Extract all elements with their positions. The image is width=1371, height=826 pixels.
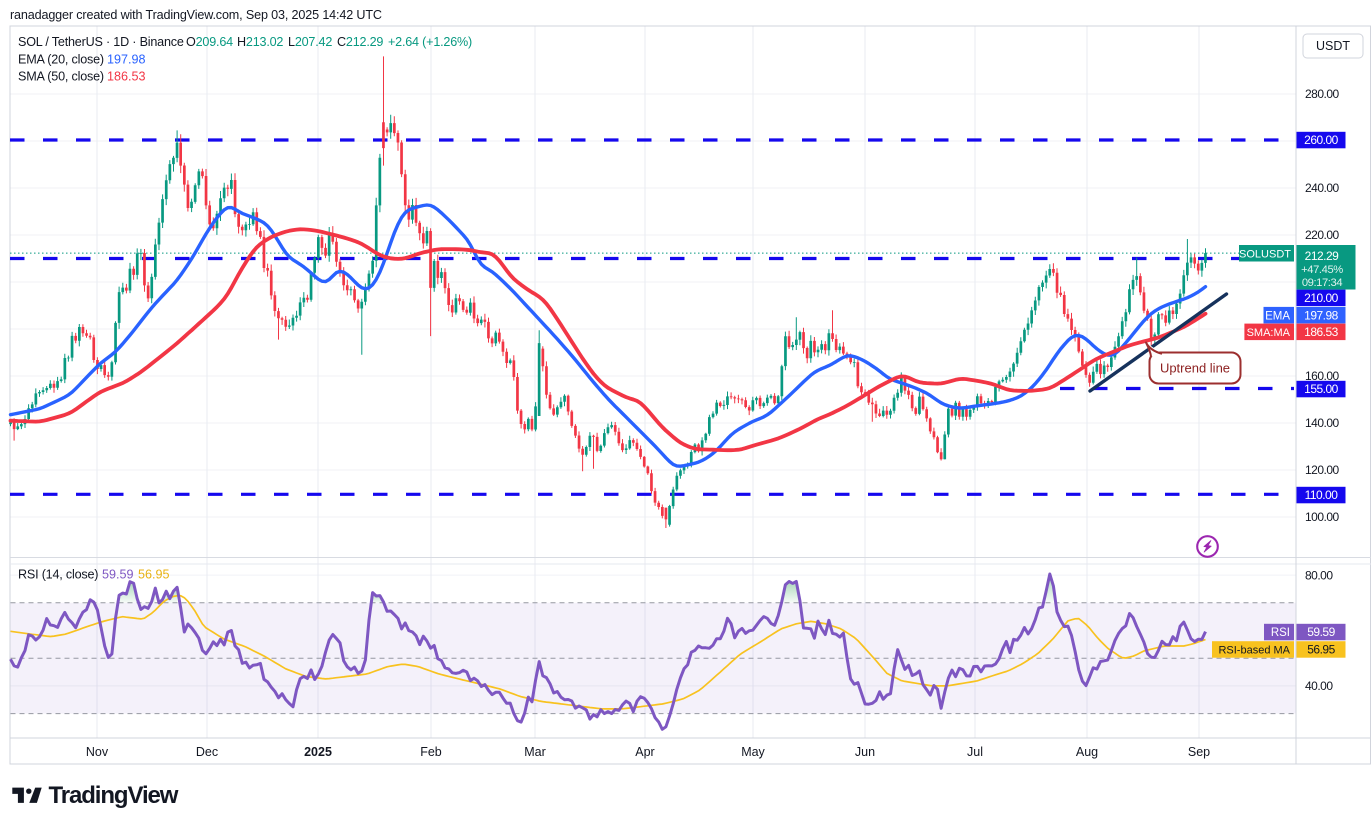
svg-text:SMA:MA: SMA:MA — [1247, 327, 1291, 339]
svg-text:2025: 2025 — [304, 745, 332, 759]
svg-text:120.00: 120.00 — [1305, 463, 1340, 477]
svg-text:197.98: 197.98 — [107, 53, 146, 67]
svg-text:59.59: 59.59 — [1307, 625, 1335, 639]
svg-text:186.53: 186.53 — [107, 70, 146, 84]
svg-text:Jun: Jun — [855, 745, 875, 759]
svg-text:56.95: 56.95 — [138, 568, 170, 582]
svg-text:Nov: Nov — [86, 745, 109, 759]
svg-text:59.59: 59.59 — [102, 568, 134, 582]
svg-text:280.00: 280.00 — [1305, 87, 1340, 101]
svg-text:56.95: 56.95 — [1307, 643, 1335, 657]
svg-text:40.00: 40.00 — [1305, 679, 1333, 693]
svg-text:RSI (14, close): RSI (14, close) — [18, 568, 98, 582]
svg-text:H213.02: H213.02 — [237, 35, 283, 49]
svg-text:155.00: 155.00 — [1304, 382, 1339, 396]
svg-text:80.00: 80.00 — [1305, 568, 1333, 582]
svg-text:Jul: Jul — [967, 745, 983, 759]
svg-text:+47.45%: +47.45% — [1301, 264, 1343, 276]
svg-text:186.53: 186.53 — [1304, 325, 1339, 339]
svg-text:SOL / TetherUS · 1D · Binance: SOL / TetherUS · 1D · Binance — [18, 35, 184, 49]
svg-text:Sep: Sep — [1188, 745, 1210, 759]
svg-text:EMA: EMA — [1265, 310, 1290, 322]
svg-text:09:17:34: 09:17:34 — [1302, 277, 1343, 289]
svg-text:ranadagger created with Tradin: ranadagger created with TradingView.com,… — [10, 8, 382, 22]
svg-text:160.00: 160.00 — [1305, 369, 1340, 383]
svg-text:RSI-based MA: RSI-based MA — [1218, 645, 1290, 657]
svg-text:SMA (50, close): SMA (50, close) — [18, 70, 104, 84]
svg-text:USDT: USDT — [1316, 39, 1350, 53]
svg-text:SOLUSDT: SOLUSDT — [1239, 249, 1291, 261]
svg-text:100.00: 100.00 — [1305, 510, 1340, 524]
svg-text:Feb: Feb — [420, 745, 442, 759]
svg-text:L207.42: L207.42 — [288, 35, 332, 49]
svg-text:EMA (20, close): EMA (20, close) — [18, 53, 104, 67]
svg-text:140.00: 140.00 — [1305, 416, 1340, 430]
svg-text:Mar: Mar — [524, 745, 546, 759]
svg-text:Uptrend line: Uptrend line — [1160, 361, 1230, 376]
svg-text:O209.64: O209.64 — [186, 35, 233, 49]
svg-text:May: May — [741, 745, 765, 759]
svg-text:C212.29: C212.29 — [337, 35, 383, 49]
svg-text:Dec: Dec — [196, 745, 218, 759]
svg-text:Apr: Apr — [635, 745, 654, 759]
svg-text:220.00: 220.00 — [1305, 228, 1340, 242]
svg-text:260.00: 260.00 — [1304, 133, 1339, 147]
svg-text:110.00: 110.00 — [1305, 488, 1339, 502]
svg-text:210.00: 210.00 — [1304, 291, 1339, 305]
svg-text:197.98: 197.98 — [1304, 308, 1339, 322]
svg-text:212.29: 212.29 — [1305, 249, 1340, 263]
svg-text:RSI: RSI — [1271, 627, 1290, 639]
svg-text:Aug: Aug — [1076, 745, 1098, 759]
svg-text:TradingView: TradingView — [49, 782, 179, 809]
svg-text:+2.64 (+1.26%): +2.64 (+1.26%) — [388, 35, 472, 49]
svg-text:240.00: 240.00 — [1305, 181, 1340, 195]
